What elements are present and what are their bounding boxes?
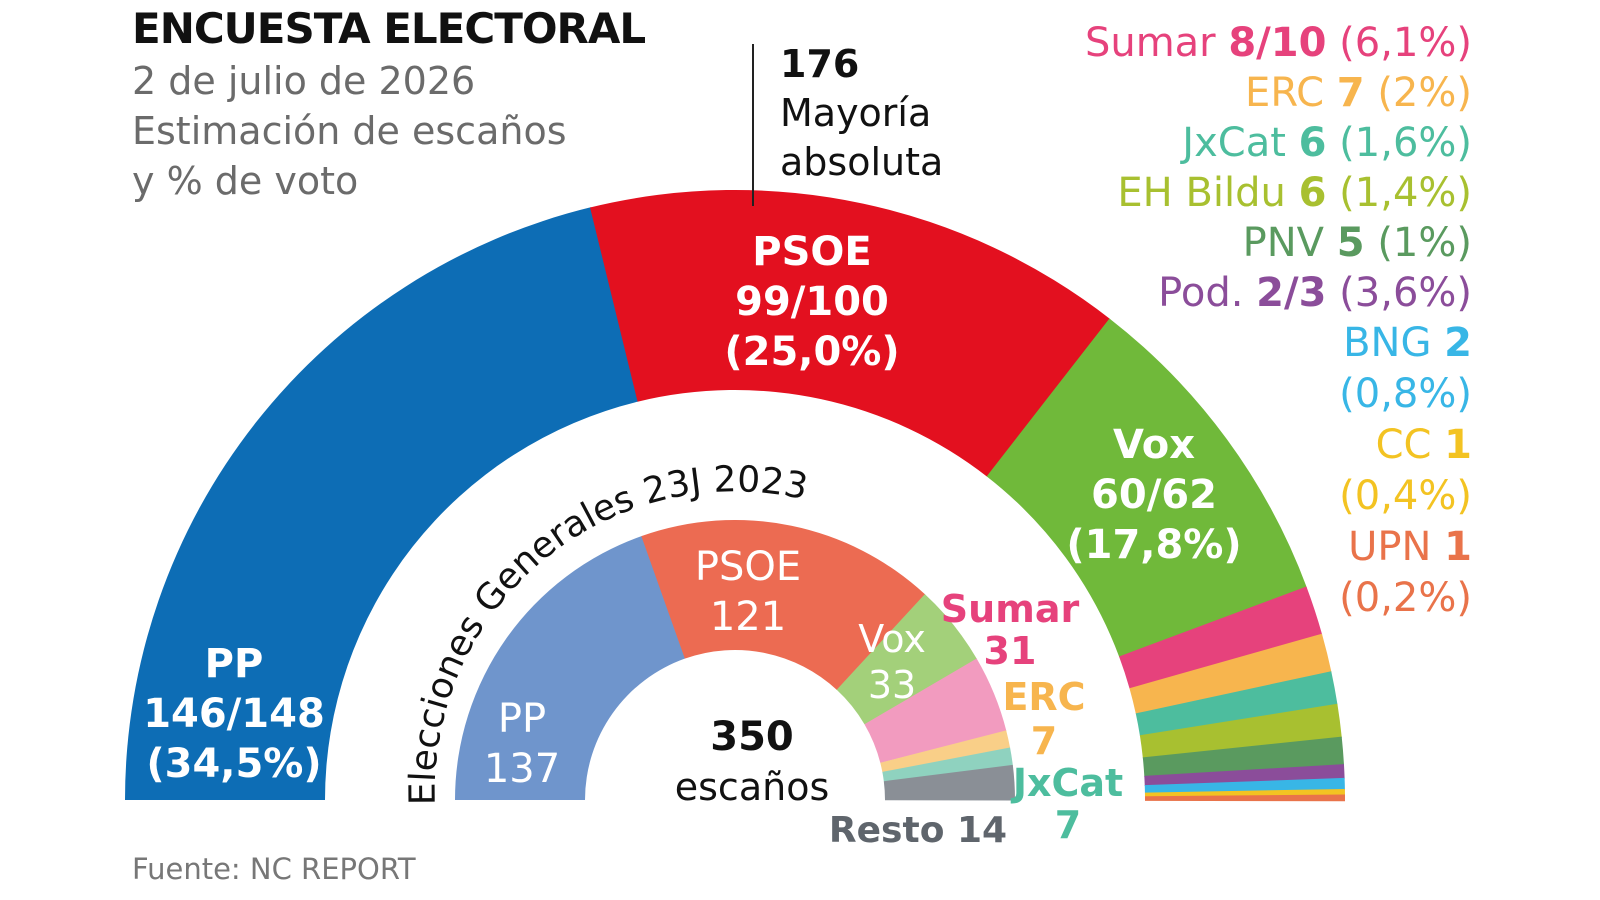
legend-vote-pct: (1,6%) [1326, 120, 1472, 166]
legend-seats: 2 [1444, 320, 1472, 366]
inner-ring-segments [455, 520, 1015, 801]
subtitle-line: Estimación de escaños [132, 109, 567, 153]
label-vox: Vox 60/62 (17,8%) [1066, 422, 1241, 568]
legend-vote-pct: (2%) [1364, 70, 1472, 116]
legend-party-name: BNG [1343, 320, 1445, 366]
legend-seats: 6 [1298, 170, 1327, 216]
label-resto-2023: Resto 14 [829, 810, 1007, 851]
legend-item-eh-bildu: EH Bildu 6 (1,4%) [1085, 168, 1472, 218]
source-note: Fuente: NC REPORT [132, 852, 416, 886]
outer-segment-jxcat [1135, 671, 1338, 737]
legend-party-name: UPN [1348, 524, 1445, 570]
legend-party-name: JxCat [1182, 120, 1299, 166]
outer-segment-upn [1144, 794, 1345, 802]
subtitle-line: 2 de julio de 2026 [132, 59, 476, 103]
legend-vote-pct: (1%) [1364, 220, 1472, 266]
label-jxcat-2023: JxCat 7 [1010, 761, 1123, 847]
chart-subtitle: 2 de julio de 2026 Estimación de escaños… [132, 56, 567, 206]
legend-seats: 8/10 [1228, 20, 1327, 66]
legend-party-name: CC [1375, 422, 1445, 468]
legend-seats: 1 [1444, 524, 1472, 570]
majority-annotation: 176 Mayoría absoluta [780, 40, 943, 187]
majority-marker-line [752, 44, 754, 206]
legend-seats: 5 [1336, 220, 1365, 266]
legend-vote-pct: (0,8%) [1339, 371, 1472, 417]
legend-vote-pct: (6,1%) [1326, 20, 1472, 66]
legend-party-name: Sumar [1084, 20, 1229, 66]
inner-segment-jxcat [882, 747, 1013, 782]
legend-item-pod: Pod. 2/3 (3,6%) [1085, 268, 1472, 318]
outer-ring-segments [125, 190, 1345, 802]
legend-vote-pct: (1,4%) [1326, 170, 1472, 216]
outer-segment-psoe [590, 190, 1111, 477]
legend-party-name: PNV [1242, 220, 1337, 266]
label-sumar-2023: Sumar 31 [941, 587, 1080, 673]
legend-vote-pct: (0,4%) [1339, 473, 1472, 519]
inner-segment-vox [836, 594, 977, 725]
label-pp: PP 146/148 (34,5%) [143, 641, 325, 787]
legend-seats: 6 [1298, 120, 1327, 166]
legend-seats: 1 [1444, 422, 1472, 468]
inner-segment-erc [880, 730, 1011, 773]
total-seats-number: 350 [710, 714, 794, 760]
minor-parties-legend: Sumar 8/10 (6,1%) ERC 7 (2%) JxCat 6 (1,6%… [1085, 18, 1472, 624]
legend-item-upn: UPN 1 (0,2%) [1085, 522, 1472, 624]
outer-ring-labels: PP 146/148 (34,5%) PSOE 99/100 (25,0%) Vox 60/6… [143, 229, 1241, 787]
legend-item-sumar: Sumar 8/10 (6,1%) [1085, 18, 1472, 68]
total-seats-label: escaños [675, 765, 830, 809]
outer-segment-bng [1144, 777, 1345, 794]
inner-segment-resto [883, 764, 1015, 801]
subtitle-line: y % de voto [132, 159, 359, 203]
majority-label-line: Mayoría [780, 91, 932, 135]
legend-vote-pct: (0,2%) [1339, 575, 1472, 621]
legend-party-name: Pod. [1158, 270, 1257, 316]
label-erc-2023: ERC 7 [1002, 675, 1085, 763]
chart-title: ENCUESTA ELECTORAL [132, 4, 646, 53]
outer-segment-vox [986, 318, 1307, 658]
legend-item-jxcat: JxCat 6 (1,6%) [1085, 118, 1472, 168]
legend-seats: 2/3 [1256, 270, 1327, 316]
legend-item-erc: ERC 7 (2%) [1085, 68, 1472, 118]
outer-segment-erc [1129, 633, 1332, 715]
label-pp-2023: PP 137 [484, 696, 560, 792]
label-psoe: PSOE 99/100 (25,0%) [724, 229, 899, 375]
legend-vote-pct: (3,6%) [1326, 270, 1472, 316]
inner-segment-pp [455, 535, 686, 800]
label-vox-2023: Vox 33 [858, 617, 926, 707]
majority-number: 176 [780, 42, 860, 86]
outer-segment-eh-bildu [1139, 703, 1342, 759]
legend-party-name: ERC [1245, 70, 1337, 116]
inner-segment-sumar [864, 658, 1007, 763]
inner-segment-psoe [641, 520, 926, 690]
outer-segment-pp [125, 207, 639, 801]
legend-seats: 7 [1336, 70, 1365, 116]
label-psoe-2023: PSOE 121 [695, 544, 801, 640]
outer-segment-sumar [1119, 586, 1323, 690]
outer-segment-pnv [1142, 736, 1345, 777]
legend-party-name: EH Bildu [1117, 170, 1299, 216]
legend-item-pnv: PNV 5 (1%) [1085, 218, 1472, 268]
majority-label-line: absoluta [780, 140, 944, 184]
legend-item-cc: CC 1 (0,4%) [1085, 420, 1472, 522]
legend-item-bng: BNG 2 (0,8%) [1085, 318, 1472, 420]
